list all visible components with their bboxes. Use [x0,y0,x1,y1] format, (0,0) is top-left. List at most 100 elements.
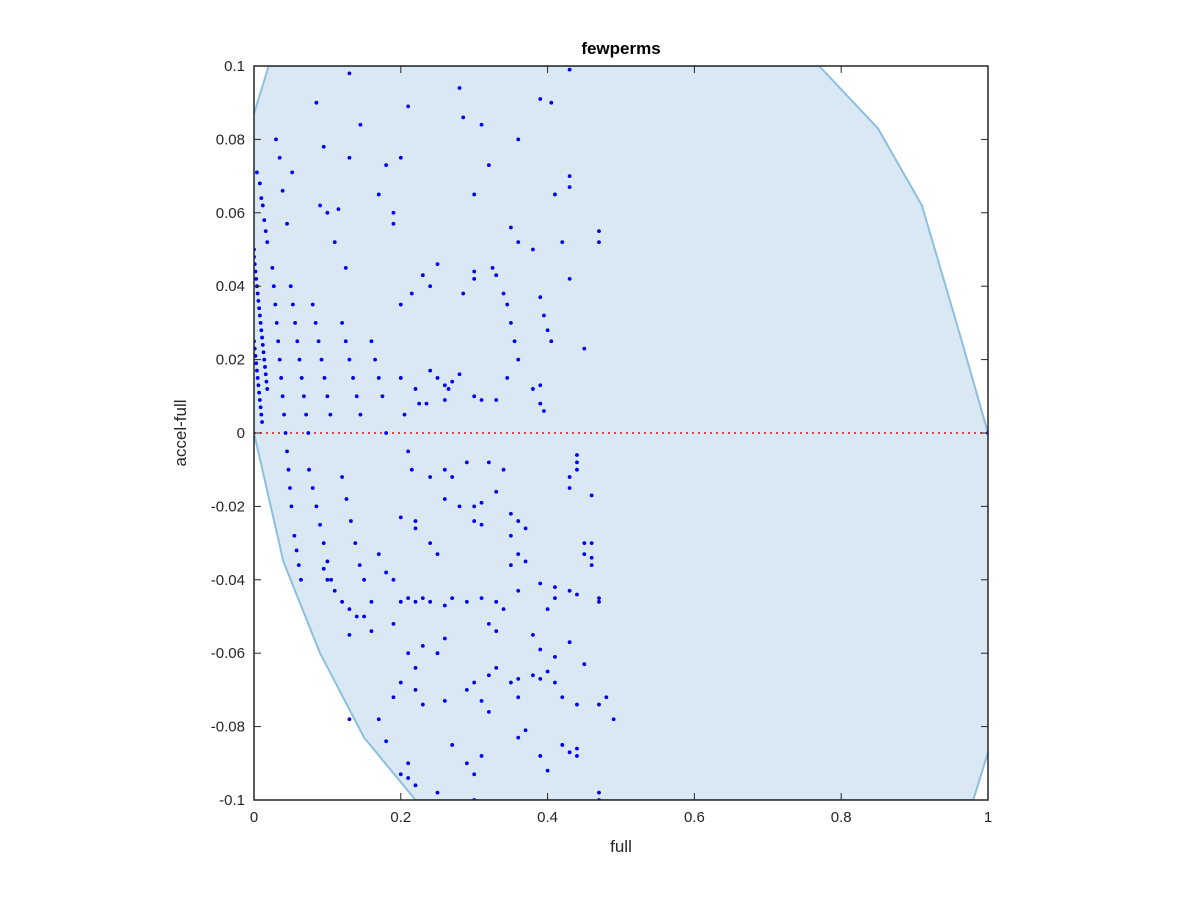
data-point [464,599,469,604]
data-point [369,629,374,634]
data-point [260,420,264,424]
data-point [285,221,289,226]
data-point [325,559,330,564]
data-point [428,368,433,373]
y-tick-label: -0.1 [219,792,245,809]
data-point [575,746,579,751]
data-point [531,632,535,637]
data-point [542,313,546,318]
data-point [442,636,447,641]
data-point [263,365,267,369]
data-point [332,588,337,593]
data-point [347,717,352,722]
data-point [362,614,366,619]
data-point [299,376,304,380]
data-point [314,100,319,105]
data-point [464,460,469,465]
data-point [277,357,282,362]
data-point [344,497,349,501]
data-point [282,412,286,417]
data-point [254,269,258,274]
data-point [259,412,264,417]
data-point [289,504,294,509]
data-point [494,273,499,278]
data-point [516,357,521,362]
data-point [457,504,462,509]
data-point [373,357,378,362]
data-point [295,339,300,344]
data-point [413,526,418,531]
data-point [442,699,447,703]
data-point [260,343,265,347]
data-point [516,588,521,593]
data-point [479,699,484,703]
data-point [486,673,491,678]
data-point [271,284,276,289]
data-point [321,541,326,545]
data-point [336,207,341,212]
data-point [369,339,374,344]
data-point [340,599,344,604]
data-point [523,526,528,531]
data-point [479,596,484,601]
data-point [406,651,411,656]
data-point [553,680,557,685]
data-point [264,379,269,384]
data-point [398,302,403,307]
data-point [391,577,396,582]
data-point [597,229,601,234]
data-point [494,665,499,670]
data-point [254,276,259,281]
data-point [457,372,462,377]
data-point [265,240,270,245]
data-point [538,383,543,388]
data-point [450,596,455,601]
data-point [538,295,543,300]
data-point [265,387,270,391]
data-point [494,398,499,402]
data-point [262,357,267,362]
data-point [321,144,326,149]
data-point [435,651,440,656]
data-point [542,409,546,413]
data-point [288,486,292,490]
data-point [538,97,543,101]
data-point [304,412,309,417]
data-point [406,761,411,766]
data-point [380,394,385,399]
data-point [560,695,565,700]
x-tick-label: 0.8 [831,809,852,826]
data-point [420,273,425,278]
data-point [567,640,572,645]
data-point [384,739,389,744]
data-point [318,522,322,527]
data-point [347,607,352,612]
chart-title: fewperms [581,39,660,58]
y-tick-label: -0.08 [211,719,245,736]
data-point [428,284,433,289]
data-point [509,680,513,685]
data-point [347,71,352,76]
data-point [486,163,491,167]
data-point [351,376,355,380]
data-point [553,596,557,601]
data-point [486,710,491,714]
data-point [472,276,477,281]
data-point [516,695,521,700]
data-point [297,357,302,362]
data-point [516,519,521,523]
data-point [435,790,440,795]
data-point [376,717,381,722]
data-point [254,354,258,358]
data-point [575,592,579,597]
data-point [406,449,411,454]
data-point [310,302,315,307]
y-tick-label: 0.04 [216,278,245,295]
y-tick-label: 0 [237,425,245,442]
y-tick-label: -0.06 [211,645,245,662]
data-point [509,321,513,325]
data-point [347,357,352,362]
data-point [420,643,425,648]
x-tick-label: 0.4 [537,809,558,826]
data-point [254,361,259,366]
